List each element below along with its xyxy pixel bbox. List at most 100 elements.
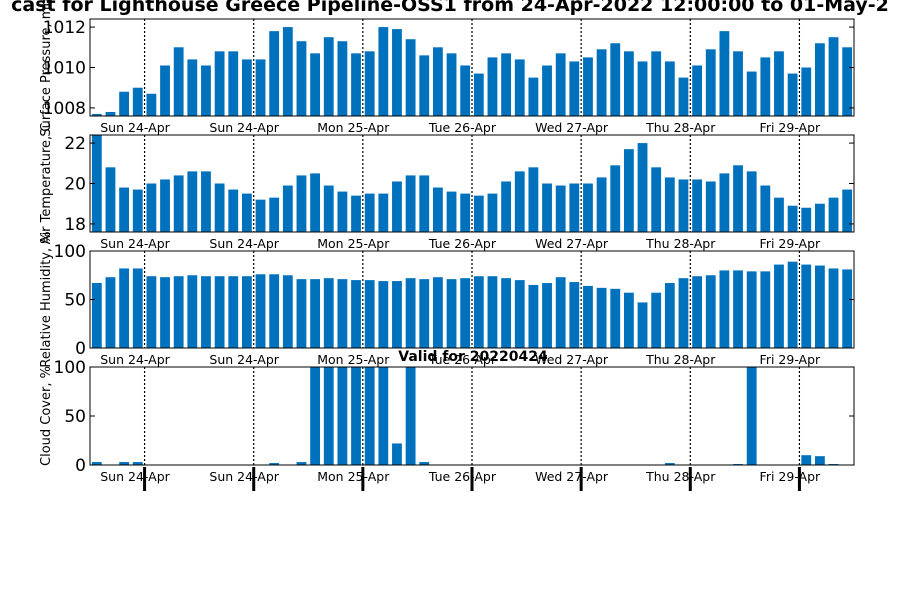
bar-3-48 — [733, 270, 743, 348]
bar-3-6 — [160, 277, 170, 348]
bar-2-28 — [460, 193, 471, 232]
bar-3-9 — [201, 276, 211, 348]
ylabel-1: Surface Pressure, mb — [39, 0, 54, 137]
bar-4-1 — [91, 462, 102, 465]
bar-3-45 — [692, 276, 703, 348]
bar-3-33 — [528, 284, 539, 348]
day-marker-2 — [252, 467, 256, 491]
bar-1-54 — [814, 43, 825, 116]
bar-4-21 — [364, 367, 375, 465]
bar-1-20 — [351, 53, 361, 116]
bar-3-56 — [842, 269, 853, 348]
bar-3-55 — [828, 268, 839, 348]
bar-1-2 — [105, 111, 116, 116]
bar-4-49 — [746, 367, 757, 465]
day-marker-5 — [579, 467, 583, 491]
bar-3-15 — [282, 275, 293, 348]
bar-2-29 — [473, 195, 484, 232]
bar-3-22 — [378, 281, 389, 348]
panel-2: 18 20 22 Air Temperature, C Sun 24-Apr Sun 24… — [39, 123, 855, 251]
bar-3-49 — [746, 271, 757, 348]
bar-3-25 — [419, 279, 430, 348]
bar-1-26 — [432, 47, 443, 116]
bar-2-50 — [760, 185, 771, 232]
bar-1-16 — [296, 41, 307, 117]
bar-2-42 — [651, 167, 662, 232]
bar-1-1 — [91, 113, 102, 116]
bar-3-36 — [569, 282, 580, 348]
bar-2-56 — [842, 189, 853, 232]
ytick-label-3-1: 0 — [75, 339, 86, 359]
day-marker-6 — [688, 467, 692, 491]
day-label-4-7: Fri 29-Apr — [760, 469, 821, 484]
bar-2-47 — [719, 173, 730, 232]
bar-3-27 — [446, 279, 457, 348]
bar-1-32 — [514, 59, 525, 116]
bar-1-21 — [364, 51, 375, 116]
bar-1-51 — [774, 51, 784, 116]
bar-1-25 — [419, 55, 430, 116]
bar-3-11 — [228, 276, 239, 348]
bar-1-11 — [228, 51, 239, 116]
day-label-2-4: Tue 26-Apr — [428, 236, 497, 251]
bar-1-35 — [555, 53, 566, 116]
bar-2-35 — [555, 185, 566, 232]
chart-title: cast for Lighthouse Greece Pipeline-OSS1… — [11, 0, 889, 16]
bar-2-44 — [678, 179, 689, 232]
bar-2-13 — [255, 199, 266, 232]
bar-2-26 — [432, 187, 443, 232]
bar-3-4 — [132, 268, 143, 348]
bar-3-10 — [214, 276, 225, 348]
day-marker-4 — [470, 467, 474, 491]
bar-2-22 — [378, 193, 389, 232]
bar-3-53 — [801, 264, 812, 348]
bar-4-43 — [664, 463, 675, 465]
bar-2-23 — [392, 181, 402, 232]
bar-3-31 — [501, 278, 512, 348]
bar-3-54 — [814, 265, 825, 348]
bar-3-1 — [91, 283, 102, 348]
day-label-1-3: Mon 25-Apr — [317, 120, 390, 135]
bar-2-17 — [310, 173, 321, 232]
bar-3-7 — [173, 276, 184, 348]
bar-3-34 — [542, 283, 552, 348]
day-label-3-7: Fri 29-Apr — [760, 352, 821, 367]
bar-1-19 — [337, 41, 348, 117]
bar-1-30 — [487, 57, 498, 116]
bar-2-54 — [814, 203, 825, 232]
bar-1-23 — [392, 29, 402, 117]
day-label-2-3: Mon 25-Apr — [317, 236, 390, 251]
ytick-label-2-2: 20 — [64, 175, 86, 195]
day-label-3-2: Sun 24-Apr — [209, 352, 279, 367]
day-label-2-1: Sun 24-Apr — [100, 236, 170, 251]
bar-1-14 — [269, 31, 280, 117]
bar-1-41 — [637, 61, 648, 116]
bar-4-19 — [337, 367, 348, 465]
bar-4-22 — [378, 367, 389, 465]
bar-1-28 — [460, 65, 471, 116]
bar-2-41 — [637, 143, 648, 232]
bar-3-46 — [705, 275, 716, 348]
bar-1-56 — [842, 47, 853, 116]
bar-3-20 — [351, 280, 361, 348]
bar-4-53 — [801, 455, 812, 465]
bar-1-36 — [569, 61, 580, 116]
bar-3-32 — [514, 280, 525, 348]
bar-3-47 — [719, 270, 730, 348]
day-label-3-4: Tue 26-Apr — [428, 352, 497, 367]
bar-1-12 — [241, 59, 252, 116]
bar-2-33 — [528, 167, 539, 232]
bar-1-55 — [828, 37, 839, 116]
bar-2-32 — [514, 171, 525, 232]
bar-2-11 — [228, 189, 239, 232]
bar-2-8 — [187, 171, 198, 232]
bar-3-43 — [664, 283, 675, 348]
bar-2-14 — [269, 197, 280, 232]
bar-1-43 — [664, 61, 675, 116]
bar-1-47 — [719, 31, 730, 117]
bar-1-33 — [528, 77, 539, 116]
bar-4-17 — [310, 367, 321, 465]
bar-3-51 — [774, 264, 784, 348]
day-label-4-4: Tue 26-Apr — [428, 469, 497, 484]
